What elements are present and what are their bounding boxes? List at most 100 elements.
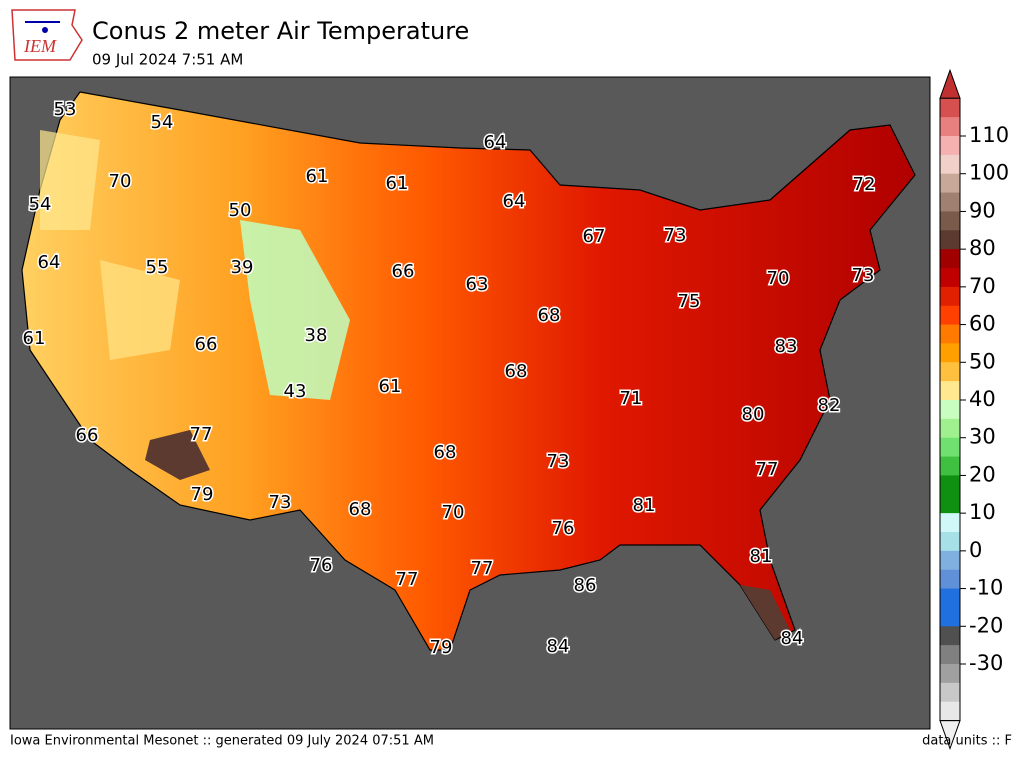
title: Conus 2 meter Air Temperature	[92, 17, 469, 45]
logo: IEM	[11, 9, 83, 61]
station-value: 84	[781, 628, 804, 649]
station-value: 68	[349, 499, 372, 520]
station-value: 66	[392, 261, 415, 282]
station-value: 70	[767, 268, 790, 289]
station-value: 71	[620, 388, 643, 409]
station-value: 68	[434, 442, 457, 463]
station-value: 54	[29, 194, 52, 215]
colorbar-band	[940, 173, 960, 194]
station-value: 39	[231, 257, 254, 278]
colorbar-band	[940, 230, 960, 250]
colorbar-band	[940, 136, 960, 156]
station-value: 53	[54, 99, 77, 120]
station-value: 64	[503, 191, 526, 212]
colorbar-band	[940, 682, 960, 703]
footer-right: data units :: F	[922, 734, 1012, 749]
colorbar-band	[940, 532, 960, 552]
colorbar-band	[940, 494, 960, 514]
station-value: 73	[269, 492, 292, 513]
colorbar-band	[940, 343, 960, 363]
colorbar-tick-label: 10	[969, 500, 996, 524]
colorbar-band	[940, 381, 960, 401]
station-value: 86	[574, 575, 597, 596]
colorbar-band	[940, 362, 960, 382]
colorbar-tick-label: -30	[969, 651, 1003, 675]
colorbar-tick-label: -10	[969, 576, 1003, 600]
station-value: 68	[505, 361, 528, 382]
colorbar-tick-label: 50	[969, 349, 996, 373]
colorbar-band	[940, 513, 960, 533]
colorbar-band	[940, 456, 960, 476]
colorbar-top	[939, 68, 961, 99]
station-value: 70	[442, 502, 465, 523]
station-value: 79	[191, 484, 214, 505]
station-value: 61	[386, 173, 409, 194]
colorbar-band	[940, 645, 960, 665]
colorbar-band	[940, 400, 960, 420]
station-value: 81	[750, 546, 773, 567]
station-value: 81	[633, 495, 656, 516]
colorbar-band	[940, 475, 960, 495]
logo-text: IEM	[23, 36, 57, 56]
station-value: 75	[678, 291, 701, 312]
station-value: 55	[146, 257, 169, 278]
colorbar-band	[940, 286, 960, 307]
colorbar-tick-label: -20	[969, 613, 1003, 637]
colorbar-band	[940, 588, 960, 608]
colorbar-frame	[939, 97, 961, 722]
colorbar-band	[940, 550, 960, 571]
colorbar-band	[940, 626, 960, 646]
colorbar-band	[940, 192, 960, 212]
colorbar-tick-label: 70	[969, 274, 996, 298]
colorbar-band	[940, 249, 960, 269]
station-value: 64	[38, 252, 61, 273]
station-value: 79	[430, 637, 453, 658]
colorbar-band	[940, 437, 960, 458]
colorbar-tick-label: 110	[969, 123, 1009, 147]
station-value: 68	[538, 305, 561, 326]
station-value: 50	[229, 200, 252, 221]
station-value: 82	[818, 395, 841, 416]
colorbar-tick-label: 20	[969, 462, 996, 486]
colorbar-band	[940, 569, 960, 590]
colorbar-tick-label: 90	[969, 198, 996, 222]
station-value: 77	[396, 569, 419, 590]
station-value: 43	[284, 381, 307, 402]
colorbar-tick-label: 30	[969, 425, 996, 449]
station-value: 76	[552, 518, 575, 539]
colorbar-band	[940, 98, 960, 118]
colorbar-band	[940, 607, 960, 627]
colorbar-band	[940, 117, 960, 137]
station-value: 67	[583, 226, 606, 247]
colorbar-tick-label: 60	[969, 312, 996, 336]
station-value: 83	[775, 336, 798, 357]
colorbar-band	[940, 211, 960, 231]
station-value: 77	[471, 558, 494, 579]
colorbar-tick-label: 100	[969, 161, 1009, 185]
station-value: 84	[547, 636, 570, 657]
station-value: 80	[742, 404, 765, 425]
station-value: 64	[484, 132, 507, 153]
station-value: 54	[151, 112, 174, 133]
station-value: 66	[195, 334, 218, 355]
map	[9, 76, 931, 730]
station-value: 76	[310, 555, 333, 576]
station-value: 61	[23, 328, 46, 349]
footer-left: Iowa Environmental Mesonet :: generated …	[10, 734, 434, 749]
station-value: 61	[379, 376, 402, 397]
colorbar-band	[940, 324, 960, 344]
station-value: 77	[190, 424, 213, 445]
colorbar-tick-label: 0	[969, 538, 982, 562]
station-value: 70	[109, 171, 132, 192]
station-value: 61	[306, 166, 329, 187]
colorbar-tick-label: 40	[969, 387, 996, 411]
colorbar-band	[940, 268, 960, 288]
station-value: 63	[466, 274, 489, 295]
station-value: 77	[756, 459, 779, 480]
station-value: 66	[76, 425, 99, 446]
station-value: 38	[305, 325, 328, 346]
colorbar-band	[940, 305, 960, 326]
station-values: 53 54 70 54 50 61 61 64 64 67 73 72 64 55 39 66 63 70 73 75…	[21, 98, 877, 660]
